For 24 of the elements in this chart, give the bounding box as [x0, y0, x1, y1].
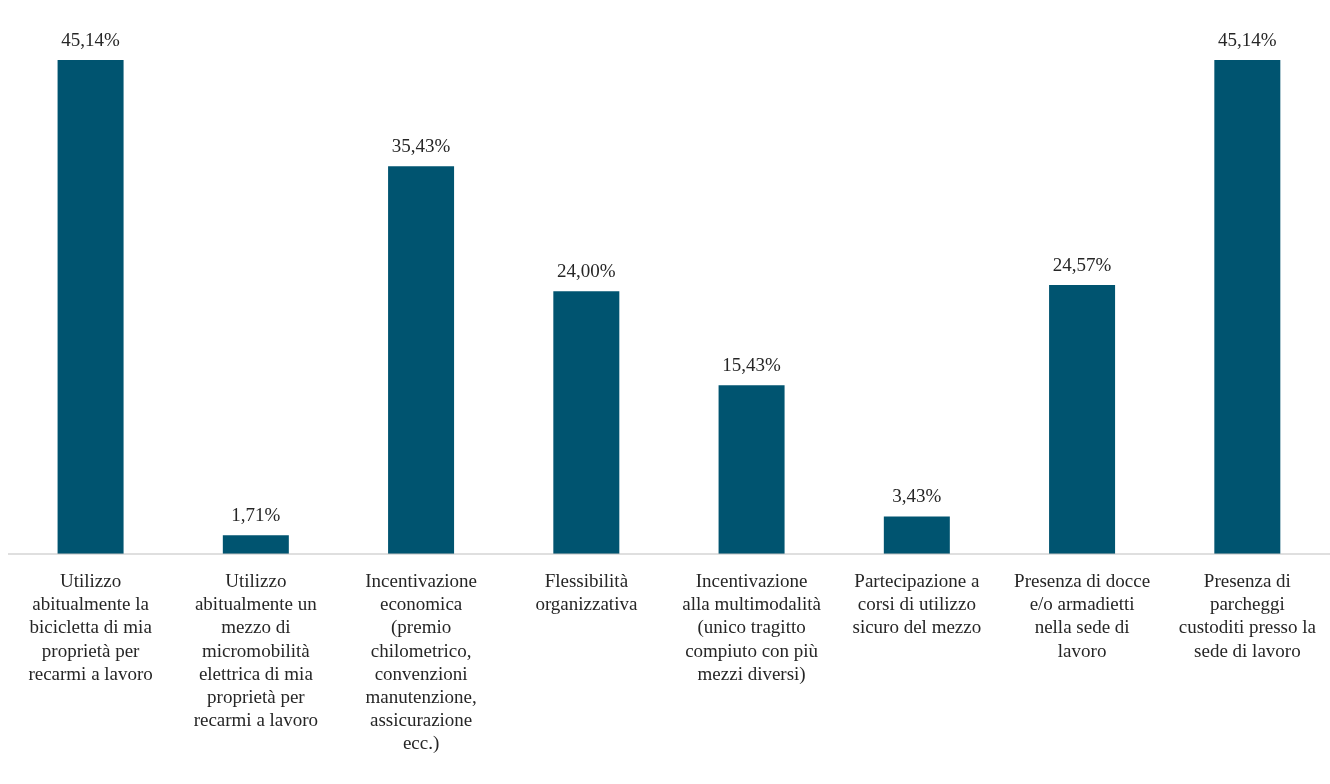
- data-label: 24,57%: [1052, 254, 1112, 276]
- data-label: 24,00%: [557, 260, 616, 282]
- x-tick-label: Flessibilità organizzativa: [535, 570, 638, 615]
- bar: [1049, 285, 1116, 554]
- data-label: 3,43%: [892, 485, 942, 507]
- x-tick-label: Incentivazione economica (premio chilometrico, convenzioni manutenzione, assicurazione ecc.): [365, 570, 478, 755]
- x-tick-label: Presenza di parcheggi custoditi presso la sede di lavoro: [1178, 570, 1317, 661]
- x-tick-label: Incentivazione alla multimodalità (unico tragitto compiuto con più mezzi diversi): [682, 570, 822, 685]
- data-label: 45,14%: [61, 29, 121, 50]
- bar: [57, 60, 124, 554]
- data-label: 15,43%: [722, 354, 782, 376]
- x-tick-label: Presenza di docce e/o armadietti nella sede di lavoro: [1014, 570, 1151, 661]
- bar: [1214, 60, 1281, 554]
- bar: [553, 291, 620, 554]
- bar: [718, 385, 785, 554]
- bar: [388, 166, 455, 554]
- x-tick-label: Utilizzo abitualmente un mezzo di micromobilità elettrica di mia proprietà per recarmi a lavoro: [193, 570, 319, 731]
- data-label: 1,71%: [231, 504, 281, 526]
- x-tick-label: Partecipazione a corsi di utilizzo sicuro del mezzo: [852, 570, 982, 638]
- bar: [222, 535, 289, 554]
- bar: [883, 516, 950, 554]
- x-tick-label: Utilizzo abitualmente la bicicletta di mia proprietà per recarmi a lavoro: [28, 570, 153, 684]
- data-label: 45,14%: [1218, 29, 1277, 50]
- data-label: 35,43%: [391, 135, 451, 157]
